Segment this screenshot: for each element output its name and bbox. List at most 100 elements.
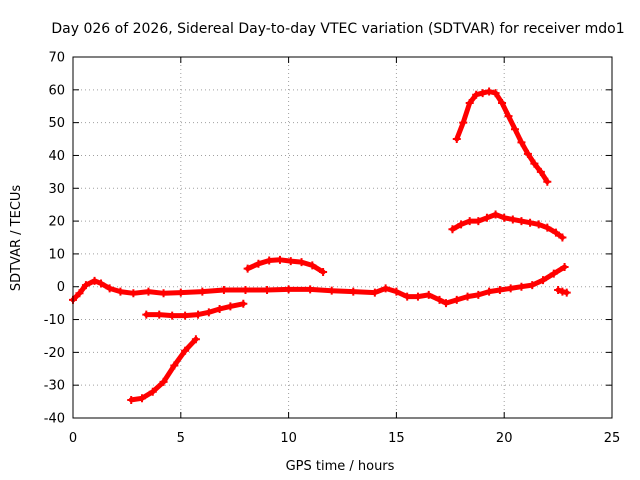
data-point	[536, 167, 545, 176]
y-tick-label: -10	[44, 313, 65, 328]
data-point	[498, 98, 507, 107]
data-point	[504, 112, 513, 121]
data-point	[510, 125, 519, 134]
data-point	[558, 233, 567, 242]
data-point	[297, 258, 306, 267]
data-point	[551, 228, 560, 237]
data-point	[452, 135, 461, 144]
x-tick-label: 25	[604, 431, 621, 446]
y-axis-label: SDTVAR / TECUs	[9, 185, 24, 292]
data-point	[226, 302, 235, 311]
data-point	[381, 284, 390, 293]
data-point	[286, 257, 295, 266]
data-point	[75, 289, 84, 298]
data-point	[263, 286, 272, 295]
data-point	[459, 118, 468, 127]
data-point	[534, 220, 543, 229]
data-point	[168, 311, 177, 320]
data-point	[403, 292, 412, 301]
data-point	[478, 89, 487, 98]
data-point	[215, 305, 224, 314]
y-tick-label: 40	[48, 149, 65, 164]
x-tick-label: 20	[496, 431, 513, 446]
data-point	[528, 281, 537, 290]
plot-frame	[72, 56, 613, 419]
data-point	[219, 286, 228, 295]
y-tick-label: 60	[48, 83, 65, 98]
data-point	[485, 87, 494, 96]
data-point	[306, 285, 315, 294]
data-point	[241, 286, 250, 295]
data-point	[159, 377, 168, 386]
data-point	[181, 311, 190, 320]
data-point	[204, 308, 213, 317]
data-point	[116, 287, 125, 296]
data-point	[506, 284, 515, 293]
data-point	[562, 288, 571, 297]
data-point	[500, 213, 509, 222]
y-tick-label: 0	[57, 280, 65, 295]
y-tick-label: 70	[48, 51, 65, 66]
data-point	[308, 261, 317, 270]
data-point	[441, 299, 450, 308]
chart-title: Day 026 of 2026, Sidereal Day-to-day VTE…	[51, 21, 624, 37]
data-point	[424, 290, 433, 299]
data-point	[198, 287, 207, 296]
data-point	[560, 263, 569, 272]
y-tick-label: 10	[48, 247, 65, 262]
data-point	[448, 225, 457, 234]
y-tick-label: 30	[48, 182, 65, 197]
data-point	[176, 288, 185, 297]
data-point	[485, 287, 494, 296]
data-point	[543, 223, 552, 232]
data-point	[491, 89, 500, 98]
data-point	[413, 292, 422, 301]
x-tick-label: 10	[280, 431, 297, 446]
data-point	[90, 276, 99, 285]
data-point	[243, 264, 252, 273]
data-point	[491, 210, 500, 219]
y-tick-label: 50	[48, 116, 65, 131]
data-point	[554, 286, 563, 295]
data-point	[465, 217, 474, 226]
data-point	[142, 310, 151, 319]
data-point	[474, 290, 483, 299]
data-point	[392, 287, 401, 296]
data-point	[465, 98, 474, 107]
data-point	[191, 335, 200, 344]
data-point	[463, 292, 472, 301]
x-tick-label: 0	[69, 431, 77, 446]
data-point	[129, 289, 138, 298]
y-tick-label: 20	[48, 215, 65, 230]
data-point	[543, 177, 552, 186]
x-tick-label: 5	[177, 431, 185, 446]
data-point	[239, 299, 248, 308]
data-point	[539, 276, 548, 285]
data-point	[144, 287, 153, 296]
data-point	[97, 279, 106, 288]
data-point	[81, 281, 90, 290]
data-point	[517, 217, 526, 226]
y-tick-label: -40	[44, 412, 65, 427]
data-point	[472, 90, 481, 99]
data-point	[482, 213, 491, 222]
data-point	[284, 285, 293, 294]
data-point	[254, 259, 263, 268]
data-point	[526, 218, 535, 227]
data-point	[435, 295, 444, 304]
data-point	[474, 217, 483, 226]
data-point	[530, 159, 539, 168]
ticks: 0 5 10 15 20 25 -40 -30 -20 -10 0 10 20 30 40 50 60 70	[44, 51, 621, 447]
data-point	[194, 310, 203, 319]
data-point	[508, 215, 517, 224]
data-point	[517, 138, 526, 147]
series-layer	[69, 87, 571, 404]
data-point	[127, 395, 136, 404]
data-point	[181, 346, 190, 355]
data-point	[319, 267, 328, 276]
data-point	[275, 255, 284, 264]
x-axis-label: GPS time / hours	[286, 459, 395, 474]
data-point	[370, 288, 379, 297]
